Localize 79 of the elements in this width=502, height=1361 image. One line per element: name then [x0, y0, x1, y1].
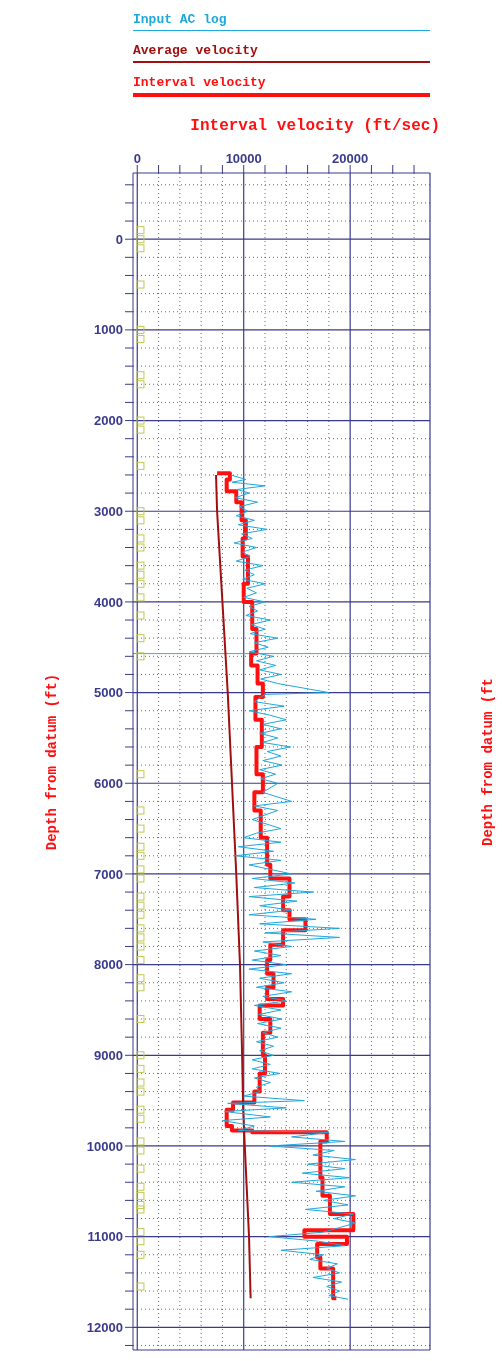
point [136, 824, 145, 833]
point [136, 1078, 145, 1087]
point [136, 910, 145, 919]
point [136, 652, 145, 661]
y-tick-label: 7000 [94, 866, 123, 882]
point [136, 874, 145, 883]
point [136, 280, 145, 289]
point [136, 516, 145, 525]
point [136, 933, 145, 942]
point [136, 507, 145, 516]
point [136, 1191, 145, 1200]
point [136, 634, 145, 643]
y-tick-label: 9000 [94, 1047, 123, 1063]
point [136, 325, 145, 334]
text: Depth from datum (ft [480, 677, 496, 846]
x-axis-title: Interval velocity (ft/sec) [189, 117, 440, 135]
point [136, 983, 145, 992]
point [136, 1087, 145, 1096]
point [136, 1182, 145, 1191]
point [136, 226, 145, 235]
point [136, 892, 145, 901]
point [136, 425, 145, 434]
x-tick-label: 10000 [225, 151, 262, 166]
point [136, 806, 145, 815]
point [136, 380, 145, 389]
x-tick-label: 0 [133, 151, 141, 166]
y-tick-label: 4000 [94, 594, 123, 610]
point [136, 244, 145, 253]
point [136, 942, 145, 951]
y-tick-label: 2000 [94, 413, 123, 429]
point [136, 1205, 145, 1214]
point [136, 1164, 145, 1173]
point [136, 901, 145, 910]
point [136, 611, 145, 620]
point [136, 770, 145, 779]
point [136, 1105, 145, 1114]
y-tick-label: 8000 [94, 957, 123, 973]
text: Interval velocity [133, 75, 267, 91]
y-tick-label: 6000 [94, 775, 123, 791]
point [136, 1114, 145, 1123]
point [136, 1237, 145, 1246]
point [136, 416, 145, 425]
point [136, 334, 145, 343]
x-tick-label: 20000 [332, 151, 369, 166]
y-tick-label: 12000 [86, 1319, 123, 1335]
point [136, 1146, 145, 1155]
point [136, 1250, 145, 1259]
y-tick-label: 0 [115, 231, 123, 247]
point [136, 1228, 145, 1237]
point [136, 371, 145, 380]
point [136, 235, 145, 244]
point [136, 1282, 145, 1291]
point [136, 924, 145, 933]
point [136, 851, 145, 860]
point [136, 865, 145, 874]
point [136, 974, 145, 983]
point [136, 1015, 145, 1024]
text: Average velocity [133, 43, 259, 59]
point [136, 593, 145, 602]
y-axis-title: Depth from datum (ft) [44, 673, 60, 850]
point [136, 956, 145, 965]
point [136, 1064, 145, 1073]
point [136, 1051, 145, 1060]
point [136, 461, 145, 470]
point [136, 579, 145, 588]
y-tick-label: 10000 [86, 1138, 123, 1154]
line-series [215, 473, 252, 1300]
point [136, 534, 145, 543]
y-tick-label: 1000 [94, 322, 123, 338]
point [136, 561, 145, 570]
point [136, 842, 145, 851]
point [136, 570, 145, 579]
y-tick-label: 5000 [94, 685, 123, 701]
y-tick-label: 3000 [94, 503, 123, 519]
y-tick-label: 11000 [87, 1229, 123, 1245]
point [136, 543, 145, 552]
text: Input AC log [133, 12, 228, 28]
point [136, 1200, 145, 1209]
point [136, 1137, 145, 1146]
